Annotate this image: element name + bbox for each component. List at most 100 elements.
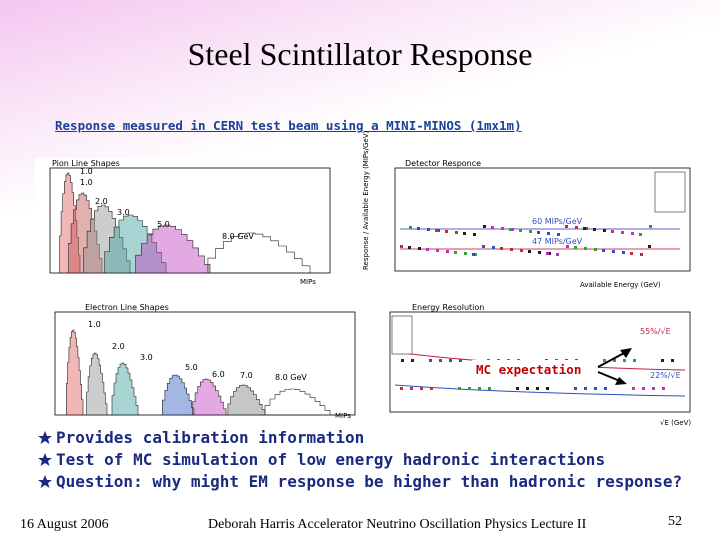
marker [547,232,550,235]
marker [537,231,540,234]
marker [640,253,643,256]
marker [574,246,577,249]
marker [401,359,404,362]
marker [464,252,467,255]
arrowhead [615,377,627,385]
slide-title: Steel Scintillator Response [187,36,533,72]
marker [612,250,615,253]
marker [593,228,596,231]
bullet: Test of MC simulation of low energy hadr… [38,449,696,470]
plot-frame [35,158,335,292]
bullet-text: Provides calibration information [56,428,365,447]
marker [649,225,652,228]
star [38,475,52,488]
histogram-shape [190,378,229,416]
marker [445,230,448,233]
marker [526,387,529,390]
y-label: Response / Available Energy (MIPs/GeV) [362,130,370,270]
legend-box [654,171,686,213]
bullet-text: Test of MC simulation of low energy hadr… [56,450,606,469]
marker [482,245,485,248]
histogram-shape [65,329,85,416]
marker [400,245,403,248]
plot-title: Electron Line Shapes [85,303,169,312]
marker [529,230,532,233]
marker [426,248,429,251]
marker [417,227,420,230]
marker [584,247,587,250]
marker [604,387,607,390]
marker [500,247,503,250]
marker [585,227,588,230]
marker [420,387,423,390]
callout: MC expectation [476,362,581,377]
marker [468,387,471,390]
marker [594,387,597,390]
plot-frame [35,302,357,420]
histogram-shape [260,388,335,416]
note: 60 MIPs/GeV [532,217,583,226]
marker [583,227,586,230]
callout-bg [472,360,598,378]
marker [538,251,541,254]
marker [510,248,513,251]
marker [427,228,430,231]
marker [449,359,452,362]
note: 55%/√E [640,327,671,336]
page-number: 52 [668,514,682,529]
peak-label: 1.0 [88,320,101,329]
marker [632,387,635,390]
histogram-shape [130,224,216,274]
plot-title: Pion Line Shapes [52,159,120,168]
bullet: Provides calibration information [38,427,696,448]
marker [575,226,578,229]
marker [594,248,597,251]
marker [565,225,568,228]
marker [472,253,475,256]
marker [584,387,587,390]
marker [483,225,486,228]
marker [478,387,481,390]
histogram-shape [66,192,105,274]
marker [410,387,413,390]
note: 22%/√E [650,371,681,380]
histogram-shape [200,232,318,274]
histogram-shape [225,384,268,416]
marker [429,359,432,362]
marker [516,387,519,390]
marker [436,249,439,252]
marker [613,359,616,362]
marker [455,231,458,234]
footer-date: 16 August 2006 [20,517,109,532]
marker [602,249,605,252]
peak-label: 1.0 [80,178,93,187]
marker [652,387,655,390]
marker [463,232,466,235]
marker [630,252,633,255]
marker [446,250,449,253]
peak-label: 1.0 [80,167,93,176]
marker [454,251,457,254]
marker [488,387,491,390]
arrow [597,371,621,382]
legend-box [391,315,413,355]
marker [671,359,674,362]
marker [439,359,442,362]
bullet: Question: why might EM response be highe… [38,471,696,492]
marker [631,232,634,235]
marker [418,247,421,250]
histogram-shape [110,362,140,416]
star [38,431,52,444]
marker [459,359,462,362]
marker [520,249,523,252]
marker [622,251,625,254]
marker [474,253,477,256]
marker [566,245,569,248]
marker [661,359,664,362]
marker [519,229,522,232]
marker [556,253,559,256]
marker [536,387,539,390]
marker [623,359,626,362]
marker [557,233,560,236]
